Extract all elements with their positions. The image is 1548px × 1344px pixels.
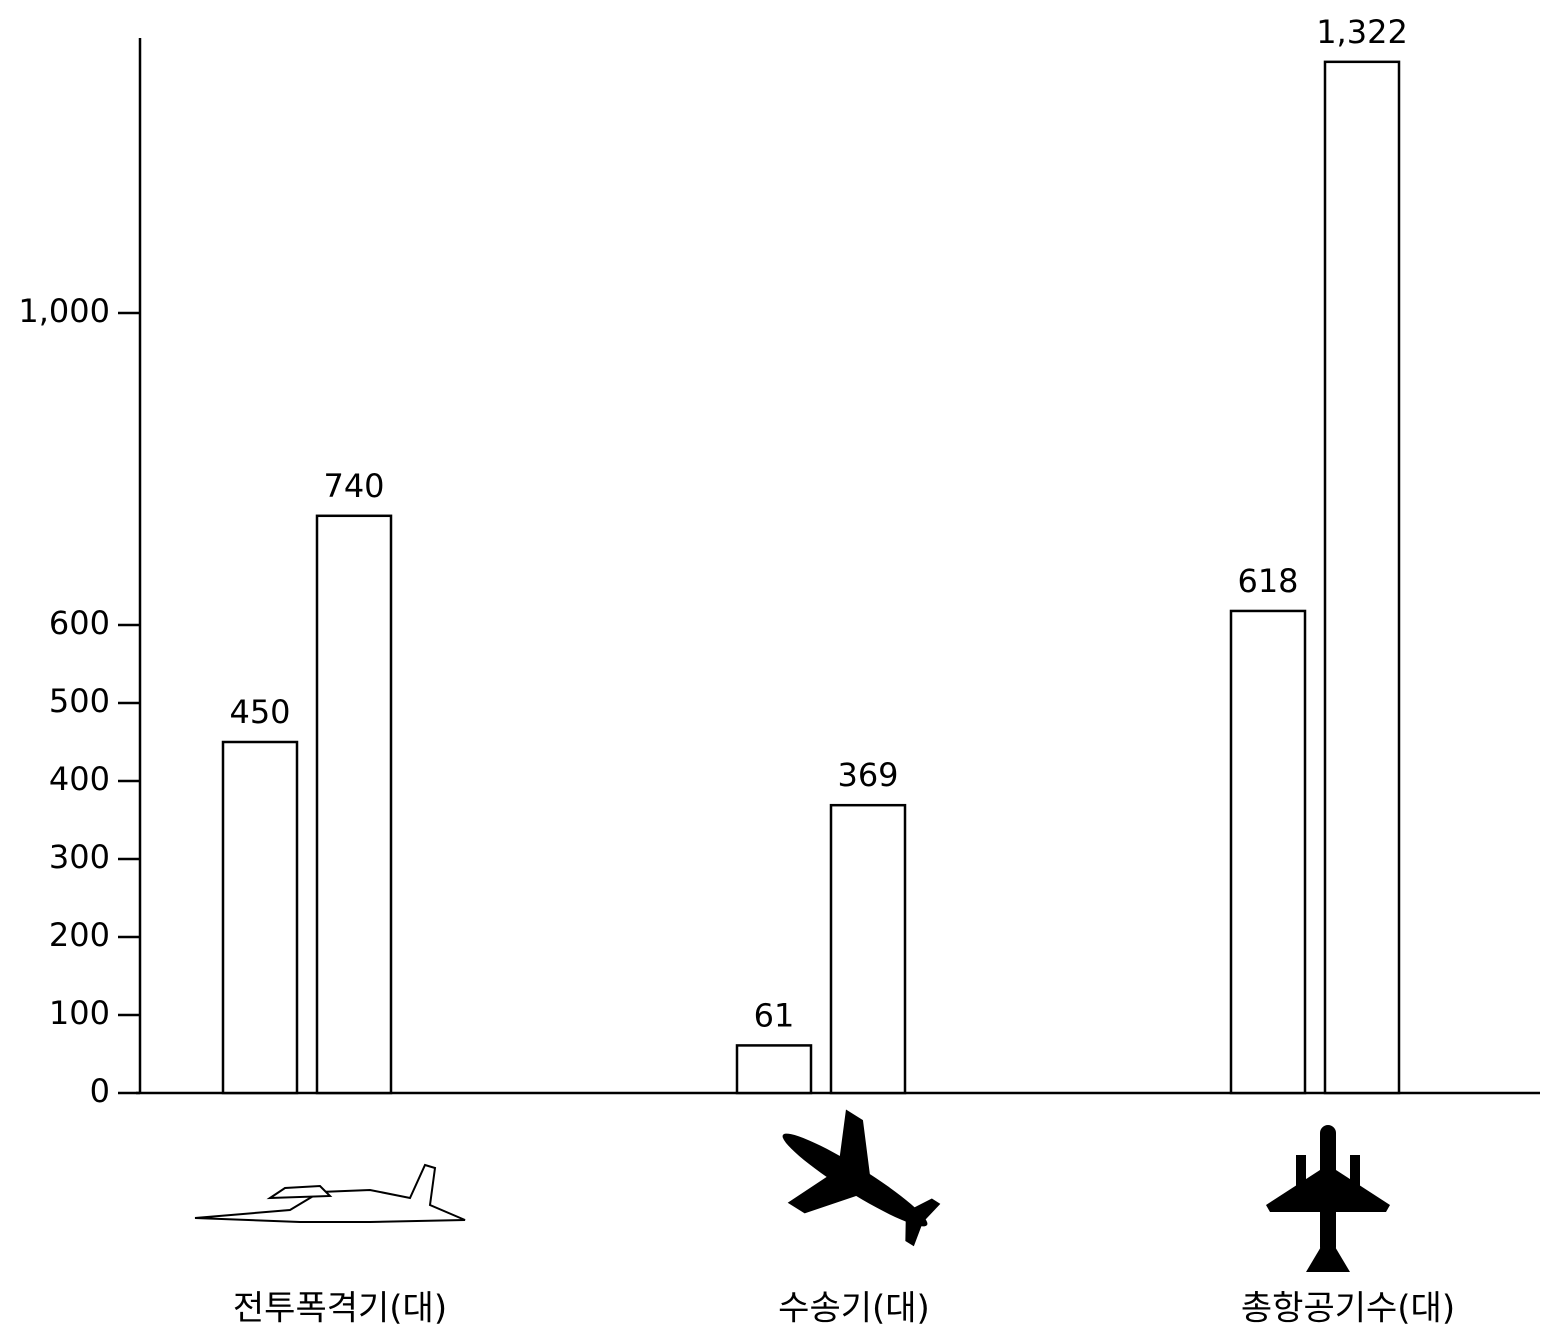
y-tick-label: 500 xyxy=(49,682,110,720)
bomber-icon xyxy=(1266,1125,1390,1272)
y-tick-label: 200 xyxy=(49,916,110,954)
data-label: 740 xyxy=(323,467,384,505)
y-tick-label: 600 xyxy=(49,604,110,642)
x-tick-label: 전투폭격기(대) xyxy=(233,1289,447,1329)
data-label: 61 xyxy=(754,996,795,1034)
y-tick-label: 1,000 xyxy=(18,292,110,330)
y-tick-label: 0 xyxy=(90,1072,110,1110)
bar xyxy=(829,803,907,1095)
y-tick-label: 100 xyxy=(49,994,110,1032)
data-label: 618 xyxy=(1237,562,1298,600)
bar xyxy=(315,514,393,1095)
data-label: 369 xyxy=(837,756,898,794)
x-tick-label: 총항공기수(대) xyxy=(1241,1289,1455,1329)
x-tick-label: 수송기(대) xyxy=(778,1289,930,1329)
transport-icon xyxy=(782,1109,941,1247)
data-label: 450 xyxy=(229,693,290,731)
y-tick-label: 300 xyxy=(49,838,110,876)
bar xyxy=(1323,60,1401,1095)
bar xyxy=(221,740,299,1095)
fighter-icon xyxy=(194,1163,466,1223)
bar xyxy=(1229,609,1307,1095)
bar xyxy=(735,1044,813,1095)
data-label: 1,322 xyxy=(1316,13,1408,51)
y-tick-label: 400 xyxy=(49,760,110,798)
